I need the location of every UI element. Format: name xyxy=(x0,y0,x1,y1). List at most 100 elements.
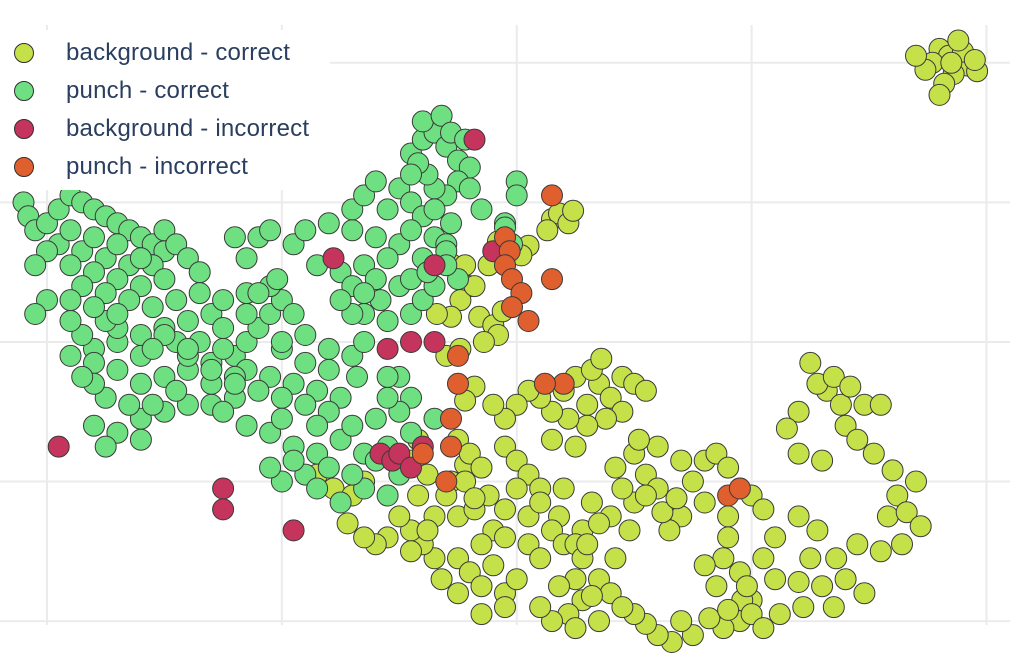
scatter-point[interactable] xyxy=(846,428,869,451)
scatter-point[interactable] xyxy=(482,393,505,416)
scatter-point[interactable] xyxy=(470,575,493,598)
scatter-point[interactable] xyxy=(963,49,986,71)
scatter-point[interactable] xyxy=(752,617,775,640)
scatter-point[interactable] xyxy=(59,344,82,367)
scatter-point[interactable] xyxy=(176,310,199,332)
scatter-point[interactable] xyxy=(266,268,289,291)
scatter-point[interactable] xyxy=(670,449,693,472)
scatter-point[interactable] xyxy=(176,337,199,360)
scatter-point[interactable] xyxy=(353,526,376,549)
scatter-point[interactable] xyxy=(811,449,834,472)
scatter-point[interactable] xyxy=(792,596,815,619)
scatter-point[interactable] xyxy=(905,470,927,493)
scatter-point[interactable] xyxy=(129,428,152,451)
scatter-point[interactable] xyxy=(940,51,963,74)
scatter-point[interactable] xyxy=(306,477,329,500)
scatter-point[interactable] xyxy=(576,533,599,556)
scatter-point[interactable] xyxy=(353,282,376,305)
scatter-point[interactable] xyxy=(59,219,82,242)
scatter-point[interactable] xyxy=(317,337,340,360)
scatter-point[interactable] xyxy=(505,184,528,207)
scatter-point[interactable] xyxy=(881,459,904,482)
scatter-point[interactable] xyxy=(294,393,317,416)
scatter-point[interactable] xyxy=(862,442,885,465)
scatter-point[interactable] xyxy=(47,435,70,458)
scatter-point[interactable] xyxy=(341,219,364,242)
scatter-point[interactable] xyxy=(470,603,493,626)
scatter-point[interactable] xyxy=(364,170,387,193)
scatter-point[interactable] xyxy=(223,372,246,395)
scatter-point[interactable] xyxy=(627,428,650,451)
scatter-point[interactable] xyxy=(188,261,211,284)
scatter-point[interactable] xyxy=(346,365,368,388)
scatter-point[interactable] xyxy=(752,547,775,570)
scatter-point[interactable] xyxy=(106,358,129,381)
legend-item[interactable]: background - incorrect xyxy=(14,114,309,144)
scatter-point[interactable] xyxy=(24,254,47,277)
scatter-point[interactable] xyxy=(212,337,235,360)
scatter-point[interactable] xyxy=(463,487,486,510)
scatter-point[interactable] xyxy=(270,407,293,430)
scatter-point[interactable] xyxy=(564,617,587,640)
scatter-point[interactable] xyxy=(294,219,317,242)
scatter-point[interactable] xyxy=(787,442,810,465)
scatter-point[interactable] xyxy=(294,351,317,374)
scatter-point[interactable] xyxy=(536,219,559,242)
scatter-point[interactable] xyxy=(407,484,430,507)
scatter-point[interactable] xyxy=(270,331,293,353)
scatter-point[interactable] xyxy=(717,526,740,549)
scatter-point[interactable] xyxy=(200,358,223,381)
scatter-point[interactable] xyxy=(212,400,235,423)
scatter-point[interactable] xyxy=(611,596,634,619)
scatter-point[interactable] xyxy=(822,365,845,388)
scatter-point[interactable] xyxy=(576,393,599,416)
scatter-point[interactable] xyxy=(83,226,105,249)
scatter-point[interactable] xyxy=(869,393,892,416)
scatter-point[interactable] xyxy=(59,289,82,312)
scatter-point[interactable] xyxy=(651,501,674,524)
scatter-point[interactable] xyxy=(400,219,422,242)
scatter-point[interactable] xyxy=(928,83,951,106)
legend[interactable]: background - correct punch - correct backg… xyxy=(0,30,330,190)
scatter-point[interactable] xyxy=(541,268,563,291)
scatter-point[interactable] xyxy=(463,128,486,151)
scatter-point[interactable] xyxy=(353,331,376,353)
scatter-point[interactable] xyxy=(895,501,918,524)
scatter-point[interactable] xyxy=(501,296,523,319)
scatter-point[interactable] xyxy=(212,498,235,521)
scatter-point[interactable] xyxy=(604,547,627,570)
scatter-point[interactable] xyxy=(698,607,721,630)
scatter-point[interactable] xyxy=(787,571,810,593)
scatter-point[interactable] xyxy=(336,512,359,535)
scatter-point[interactable] xyxy=(541,184,563,207)
scatter-point[interactable] xyxy=(188,282,211,305)
scatter-point[interactable] xyxy=(853,582,876,605)
scatter-point[interactable] xyxy=(423,254,446,277)
scatter-point[interactable] xyxy=(425,303,448,325)
scatter-point[interactable] xyxy=(376,386,399,409)
scatter-point[interactable] xyxy=(822,596,845,619)
scatter-point[interactable] xyxy=(712,547,735,570)
scatter-point[interactable] xyxy=(329,491,352,514)
scatter-point[interactable] xyxy=(416,519,439,542)
scatter-point[interactable] xyxy=(83,296,105,319)
scatter-point[interactable] xyxy=(129,247,152,270)
scatter-point[interactable] xyxy=(440,407,462,430)
scatter-point[interactable] xyxy=(470,198,493,221)
scatter-point[interactable] xyxy=(400,163,422,186)
scatter-point[interactable] xyxy=(235,303,258,325)
scatter-point[interactable] xyxy=(681,470,704,493)
scatter-point[interactable] xyxy=(388,505,411,528)
scatter-point[interactable] xyxy=(717,505,740,528)
scatter-point[interactable] xyxy=(118,393,141,416)
scatter-point[interactable] xyxy=(529,596,552,619)
scatter-point[interactable] xyxy=(282,449,305,472)
scatter-point[interactable] xyxy=(634,484,657,507)
scatter-point[interactable] xyxy=(317,358,340,381)
scatter-point[interactable] xyxy=(775,417,798,440)
scatter-point[interactable] xyxy=(588,512,610,535)
scatter-point[interactable] xyxy=(341,414,364,437)
scatter-point[interactable] xyxy=(223,226,246,249)
scatter-point[interactable] xyxy=(905,44,927,67)
scatter-point[interactable] xyxy=(787,400,810,423)
